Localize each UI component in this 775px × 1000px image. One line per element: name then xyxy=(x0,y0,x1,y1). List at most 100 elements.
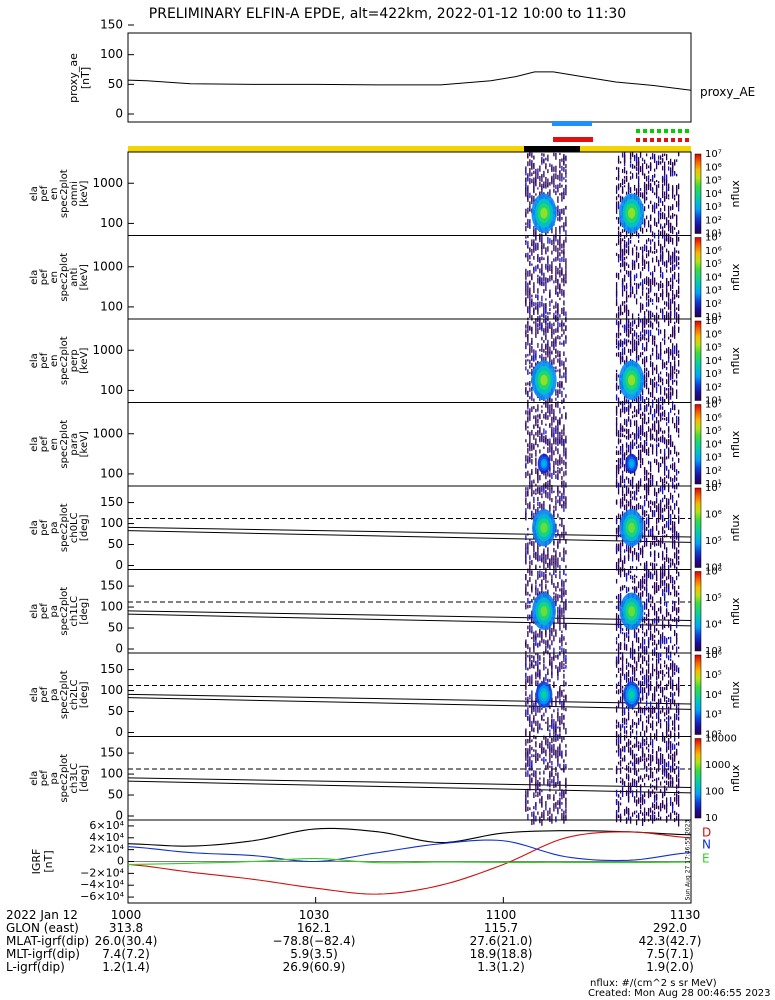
flux-noise-pixel xyxy=(563,453,565,457)
flux-noise-pixel xyxy=(653,411,656,418)
flux-noise-pixel xyxy=(631,676,634,679)
flux-noise-pixel xyxy=(655,367,658,374)
flux-noise-pixel xyxy=(635,255,638,261)
flux-noise-pixel xyxy=(619,355,622,363)
flux-noise-pixel xyxy=(535,630,537,633)
flux-noise-pixel xyxy=(563,480,565,487)
flux-noise-pixel xyxy=(639,585,642,589)
flux-noise-pixel xyxy=(547,580,549,583)
flux-noise-pixel xyxy=(659,223,662,227)
flux-noise-pixel xyxy=(533,302,535,307)
flux-noise-pixel xyxy=(651,433,654,440)
flux-noise-pixel xyxy=(657,321,660,328)
flux-noise-pixel xyxy=(621,348,624,354)
flux-noise-pixel xyxy=(549,454,551,461)
flux-noise-pixel xyxy=(663,457,666,462)
flux-noise-pixel xyxy=(665,262,668,269)
flux-noise-pixel xyxy=(643,361,646,368)
flux-noise-pixel xyxy=(537,633,539,638)
flux-noise-pixel xyxy=(635,446,638,449)
flux-noise-pixel xyxy=(633,295,636,299)
flux-noise-pixel xyxy=(635,489,638,494)
flux-noise-pixel xyxy=(641,631,644,634)
flux-noise-pixel xyxy=(565,539,567,543)
flux-noise-pixel xyxy=(633,414,636,418)
flux-noise-pixel xyxy=(551,497,553,503)
flux-noise-pixel xyxy=(661,623,664,629)
flux-noise-pixel xyxy=(541,553,543,561)
flux-noise-pixel xyxy=(643,562,646,565)
flux-noise-pixel xyxy=(547,259,549,264)
flux-noise-pixel xyxy=(549,636,551,640)
flux-noise-pixel xyxy=(549,396,551,403)
flux-noise-pixel xyxy=(663,205,666,212)
flux-noise-pixel xyxy=(673,271,676,275)
flux-noise-pixel xyxy=(531,362,533,367)
flux-noise-pixel xyxy=(559,432,561,439)
flux-noise-pixel xyxy=(621,352,624,356)
flux-noise-pixel xyxy=(675,486,678,490)
flux-noise-pixel xyxy=(645,441,648,447)
flux-noise-pixel xyxy=(673,503,676,510)
flux-noise-pixel xyxy=(621,325,624,328)
flux-noise-pixel xyxy=(641,343,644,350)
flux-noise-pixel xyxy=(661,456,664,464)
colorbar xyxy=(694,153,702,234)
flux-noise-pixel xyxy=(661,636,664,643)
flux-noise-pixel xyxy=(655,406,658,411)
flux-noise-pixel xyxy=(617,327,620,332)
flux-noise-pixel xyxy=(553,409,555,415)
flux-noise-pixel xyxy=(653,563,656,569)
flux-noise-pixel xyxy=(617,621,620,629)
flux-noise-pixel xyxy=(649,528,652,535)
flux-noise-pixel xyxy=(649,562,652,566)
flux-noise-pixel xyxy=(657,640,660,644)
flux-noise-pixel xyxy=(645,320,648,323)
flux-noise-pixel xyxy=(639,624,642,628)
flux-noise-pixel xyxy=(527,382,529,386)
flux-noise-pixel xyxy=(555,184,557,189)
flux-noise-pixel xyxy=(641,616,644,623)
flux-noise-pixel xyxy=(667,357,670,363)
flux-noise-pixel xyxy=(619,476,622,483)
flux-noise-pixel xyxy=(673,565,676,568)
flux-noise-pixel xyxy=(627,545,630,548)
flux-noise-pixel xyxy=(563,609,565,614)
flux-noise-pixel xyxy=(661,153,664,158)
flux-noise-pixel xyxy=(655,255,658,260)
flux-noise-pixel xyxy=(661,411,664,415)
flux-noise-pixel xyxy=(649,429,652,436)
flux-noise-pixel xyxy=(563,580,565,587)
flux-noise-pixel xyxy=(633,406,636,413)
flux-noise-pixel xyxy=(533,656,535,663)
flux-noise-pixel xyxy=(531,700,533,706)
flux-noise-pixel xyxy=(627,182,630,187)
flux-noise-pixel xyxy=(621,340,624,345)
flux-noise-pixel xyxy=(559,668,561,672)
flux-noise-pixel xyxy=(537,559,539,562)
science-zone-red-marker xyxy=(553,137,593,142)
flux-noise-pixel xyxy=(625,506,628,510)
flux-noise-pixel xyxy=(635,420,638,427)
flux-noise-pixel xyxy=(547,312,549,315)
flux-noise-pixel xyxy=(625,256,628,259)
flux-noise-pixel xyxy=(533,309,535,315)
flux-noise-pixel xyxy=(647,500,650,508)
flux-noise-pixel xyxy=(563,213,565,216)
flux-noise-pixel xyxy=(661,528,664,532)
science-zone-red-dot xyxy=(636,138,640,142)
flux-noise-pixel xyxy=(563,663,565,666)
flux-noise-pixel xyxy=(629,163,632,168)
flux-noise-pixel xyxy=(665,393,668,398)
flux-noise-pixel xyxy=(551,447,553,451)
flux-noise-pixel xyxy=(633,184,636,191)
flux-noise-pixel xyxy=(651,273,654,281)
flux-noise-pixel xyxy=(545,559,547,563)
flux-noise-pixel xyxy=(633,547,636,555)
flux-noise-pixel xyxy=(623,407,626,414)
flux-noise-pixel xyxy=(559,159,561,162)
flux-noise-pixel xyxy=(557,254,559,261)
flux-noise-pixel xyxy=(639,352,642,358)
flux-noise-pixel xyxy=(555,721,557,727)
flux-noise-pixel xyxy=(647,370,650,378)
